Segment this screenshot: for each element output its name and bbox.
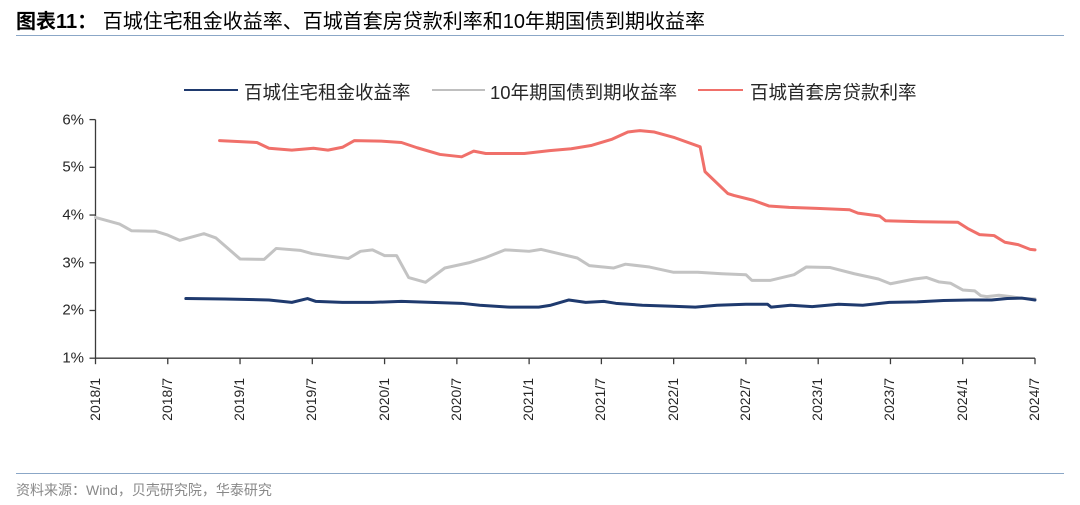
svg-text:2020/1: 2020/1 bbox=[377, 378, 392, 421]
svg-text:2018/7: 2018/7 bbox=[160, 378, 175, 421]
svg-text:1%: 1% bbox=[62, 350, 84, 367]
svg-text:5%: 5% bbox=[62, 159, 84, 176]
svg-text:2020/7: 2020/7 bbox=[449, 378, 464, 421]
svg-text:6%: 6% bbox=[62, 111, 84, 128]
svg-text:2024/7: 2024/7 bbox=[1027, 378, 1042, 421]
svg-text:2019/7: 2019/7 bbox=[304, 378, 319, 421]
svg-text:2023/7: 2023/7 bbox=[882, 378, 897, 421]
svg-text:3%: 3% bbox=[62, 254, 84, 271]
svg-text:2024/1: 2024/1 bbox=[955, 378, 970, 421]
svg-text:2%: 2% bbox=[62, 302, 84, 319]
svg-text:2023/1: 2023/1 bbox=[810, 378, 825, 421]
svg-text:2021/7: 2021/7 bbox=[593, 378, 608, 421]
svg-text:2019/1: 2019/1 bbox=[232, 378, 247, 421]
svg-text:2021/1: 2021/1 bbox=[521, 378, 536, 421]
svg-text:2022/1: 2022/1 bbox=[666, 378, 681, 421]
svg-text:2018/1: 2018/1 bbox=[88, 378, 103, 421]
svg-text:4%: 4% bbox=[62, 207, 84, 224]
svg-text:2022/7: 2022/7 bbox=[738, 378, 753, 421]
